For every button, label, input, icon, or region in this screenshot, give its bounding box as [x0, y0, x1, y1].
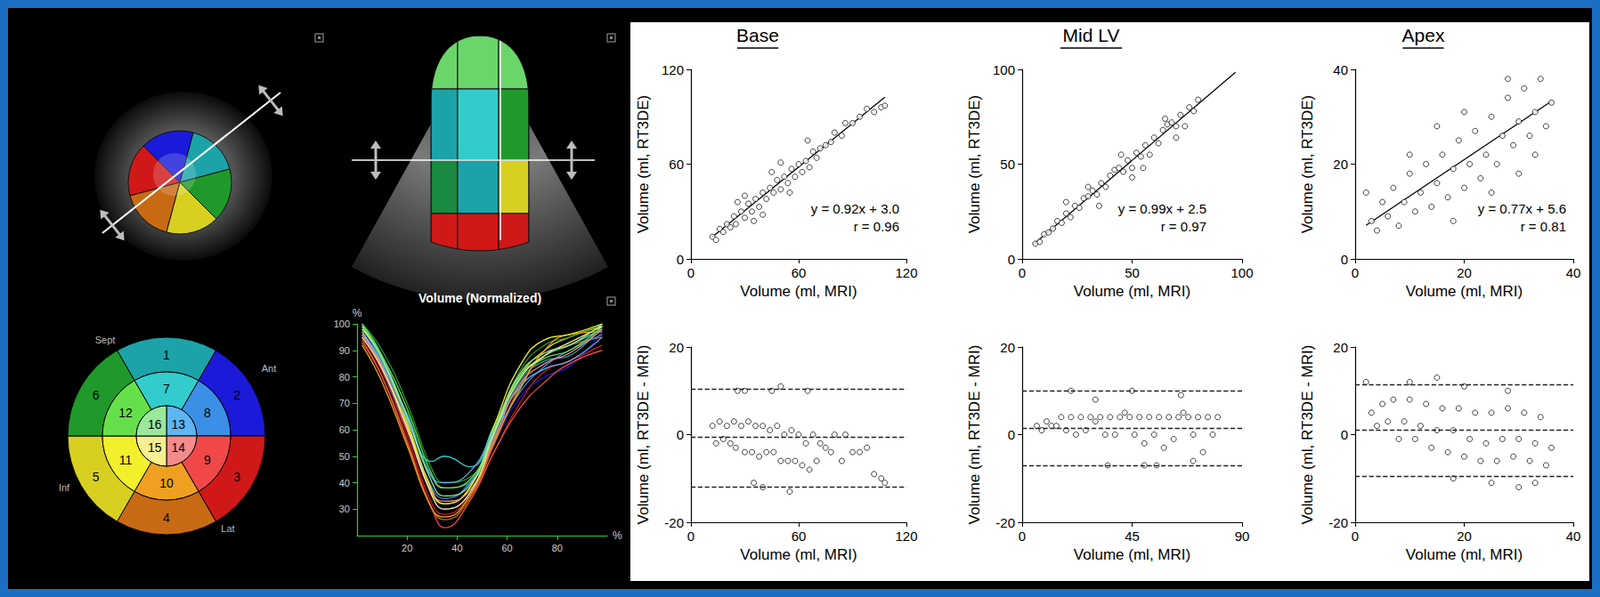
svg-text:-20: -20 [1328, 515, 1349, 531]
svg-text:60: 60 [668, 156, 684, 172]
svg-text:20: 20 [1456, 265, 1472, 281]
svg-text:120: 120 [894, 265, 918, 281]
svg-text:0: 0 [1351, 265, 1359, 281]
svg-text:0: 0 [1340, 427, 1349, 443]
svg-text:20: 20 [1332, 340, 1349, 356]
svg-text:Ant: Ant [261, 363, 277, 374]
svg-text:20: 20 [1456, 528, 1472, 545]
svg-text:40: 40 [1332, 62, 1349, 78]
svg-text:Lat: Lat [220, 523, 235, 535]
svg-text:2: 2 [233, 388, 241, 403]
svg-text:120: 120 [661, 62, 684, 78]
svg-text:Mid LV: Mid LV [1063, 24, 1121, 46]
svg-text:0: 0 [687, 528, 695, 545]
svg-text:y = 0.92x + 3.0: y = 0.92x + 3.0 [811, 201, 900, 217]
svg-text:10: 10 [159, 476, 174, 491]
svg-text:16: 16 [147, 417, 163, 432]
svg-text:70: 70 [339, 397, 350, 409]
svg-text:0: 0 [1007, 251, 1016, 268]
svg-text:Volume (ml, MRI): Volume (ml, MRI) [739, 546, 857, 564]
svg-text:Volume (ml, MRI): Volume (ml, MRI) [1073, 283, 1191, 301]
svg-text:r = 0.81: r = 0.81 [1520, 219, 1567, 235]
svg-text:40: 40 [339, 478, 350, 489]
svg-text:0: 0 [687, 265, 695, 281]
svg-text:0: 0 [676, 251, 684, 268]
svg-text:50: 50 [999, 156, 1016, 172]
svg-text:60: 60 [791, 265, 807, 281]
svg-text:Volume (ml, MRI): Volume (ml, MRI) [739, 283, 857, 301]
svg-text:Sept: Sept [95, 334, 116, 346]
svg-text:0: 0 [1007, 427, 1016, 443]
svg-text:20: 20 [999, 340, 1016, 356]
svg-text:40: 40 [451, 543, 463, 554]
svg-text:-20: -20 [995, 515, 1016, 531]
svg-text:14: 14 [170, 440, 186, 455]
svg-text:40: 40 [1566, 265, 1582, 281]
svg-text:Base: Base [736, 24, 780, 46]
svg-text:100: 100 [1230, 265, 1253, 281]
svg-text:Volume (ml, MRI): Volume (ml, MRI) [1073, 546, 1191, 564]
svg-text:90: 90 [339, 345, 350, 357]
svg-text:Volume (ml, RT3DE - MRI): Volume (ml, RT3DE - MRI) [634, 345, 652, 526]
svg-text:20: 20 [668, 340, 684, 356]
svg-text:20: 20 [401, 543, 413, 554]
svg-text:15: 15 [147, 440, 163, 455]
svg-text:y = 0.99x + 2.5: y = 0.99x + 2.5 [1118, 201, 1207, 217]
svg-text:0: 0 [1351, 528, 1359, 545]
svg-text:8: 8 [203, 406, 212, 421]
svg-text:Volume (ml, RT3DE - MRI): Volume (ml, RT3DE - MRI) [1299, 345, 1316, 526]
svg-text:30: 30 [339, 503, 350, 515]
svg-text:Volume (ml, RT3DE): Volume (ml, RT3DE) [1299, 95, 1316, 235]
svg-text:Volume (ml, RT3DE - MRI): Volume (ml, RT3DE - MRI) [966, 345, 983, 526]
svg-text:12: 12 [118, 406, 133, 421]
svg-text:0: 0 [1340, 251, 1349, 268]
svg-text:0: 0 [1018, 528, 1026, 545]
svg-text:%: % [612, 529, 623, 543]
svg-text:Volume (ml, MRI): Volume (ml, MRI) [1405, 546, 1523, 564]
svg-text:13: 13 [170, 417, 186, 432]
svg-text:Volume (ml, MRI): Volume (ml, MRI) [1405, 283, 1523, 301]
svg-text:7: 7 [162, 381, 171, 397]
svg-text:100: 100 [333, 318, 350, 330]
svg-text:11: 11 [119, 453, 133, 468]
svg-text:r = 0.97: r = 0.97 [1161, 219, 1207, 235]
svg-text:120: 120 [894, 528, 918, 545]
svg-text:90: 90 [1234, 528, 1251, 545]
svg-text:40: 40 [1566, 528, 1582, 545]
svg-text:50: 50 [339, 451, 350, 463]
svg-text:0: 0 [676, 427, 684, 443]
svg-text:%: % [352, 307, 363, 320]
svg-text:80: 80 [339, 372, 350, 383]
svg-text:0: 0 [1018, 265, 1026, 281]
svg-text:6: 6 [92, 388, 100, 403]
svg-text:80: 80 [552, 543, 563, 554]
svg-text:Apex: Apex [1402, 24, 1446, 46]
svg-text:45: 45 [1124, 528, 1140, 545]
svg-text:50: 50 [1124, 265, 1140, 281]
svg-text:100: 100 [992, 62, 1016, 78]
svg-text:20: 20 [1332, 156, 1349, 172]
svg-text:60: 60 [339, 424, 350, 436]
svg-text:Volume (ml, RT3DE): Volume (ml, RT3DE) [966, 95, 983, 235]
svg-text:-20: -20 [664, 515, 684, 531]
svg-text:r = 0.96: r = 0.96 [853, 219, 900, 235]
svg-text:1: 1 [162, 348, 171, 363]
svg-text:y = 0.77x + 5.6: y = 0.77x + 5.6 [1478, 201, 1567, 217]
svg-text:5: 5 [92, 470, 100, 485]
svg-text:Volume (Normalized): Volume (Normalized) [418, 291, 542, 306]
svg-text:4: 4 [162, 511, 171, 526]
svg-text:Inf: Inf [58, 482, 71, 494]
svg-text:3: 3 [233, 470, 241, 485]
svg-text:60: 60 [501, 543, 512, 554]
svg-text:9: 9 [203, 453, 212, 468]
svg-text:60: 60 [791, 528, 807, 545]
svg-text:Volume (ml, RT3DE): Volume (ml, RT3DE) [634, 95, 652, 235]
